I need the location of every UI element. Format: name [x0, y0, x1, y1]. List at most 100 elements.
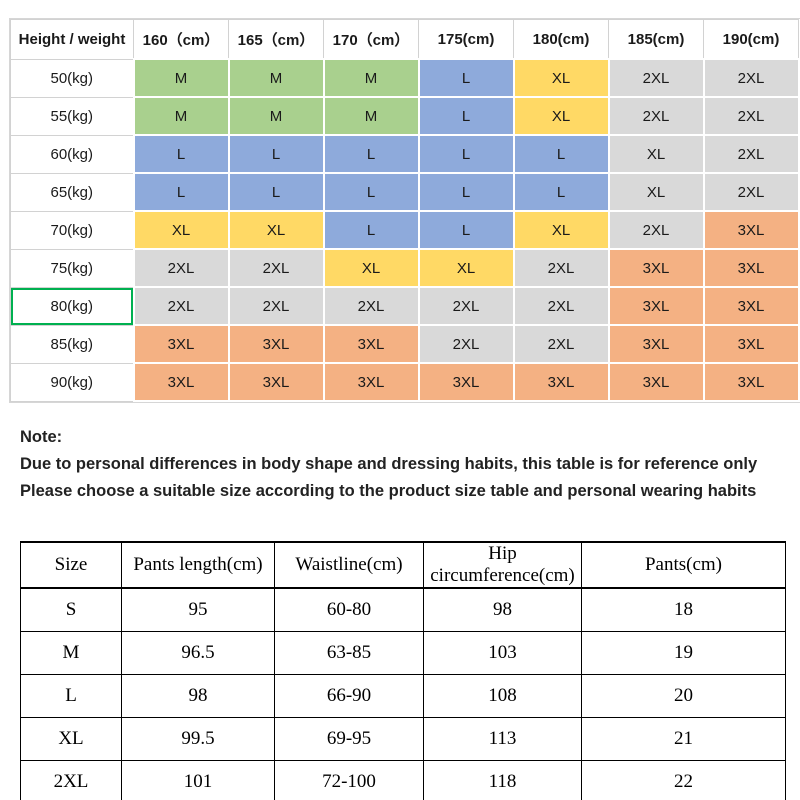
size-cell: 2XL [322, 286, 420, 326]
measurements-column-header: Pants(cm) [581, 541, 786, 589]
size-cell: L [132, 172, 230, 212]
size-cell: L [512, 172, 610, 212]
size-chart-row: 55(kg) M M M L XL 2XL 2XL [10, 96, 800, 136]
size-cell: 2XL [607, 210, 705, 250]
size-cell: 2XL [512, 286, 610, 326]
note-title: Note: [20, 428, 63, 446]
measurement-value: 113 [423, 717, 582, 761]
measurements-table: Size Pants length(cm) Waistline(cm) Hip cir… [20, 541, 786, 800]
size-chart-column-header: 175(cm) [418, 19, 514, 60]
size-chart-row: 70(kg) XL XL L L XL 2XL 3XL [10, 210, 800, 250]
size-cell: M [132, 58, 230, 98]
measurement-size-label: M [20, 631, 122, 675]
size-chart-column-header: 170（cm） [323, 19, 419, 60]
measurement-value: 103 [423, 631, 582, 675]
measurements-column-header: Pants length(cm) [121, 541, 275, 589]
size-cell: L [227, 172, 325, 212]
size-cell: M [227, 58, 325, 98]
size-cell: XL [512, 96, 610, 136]
measurement-value: 98 [423, 587, 582, 632]
size-cell: XL [322, 248, 420, 288]
note-line-1: Due to personal differences in body shap… [20, 455, 758, 473]
measurement-size-label: L [20, 674, 122, 718]
weight-row-label-highlighted: 80(kg) [10, 286, 134, 326]
measurement-size-label: 2XL [20, 760, 122, 800]
size-cell: 2XL [512, 248, 610, 288]
size-chart-table: Height / weight 160（cm） 165（cm） 170（cm） 175(… [10, 19, 800, 402]
size-chart-column-header: 180(cm) [513, 19, 609, 60]
size-cell: XL [512, 210, 610, 250]
size-cell: L [417, 134, 515, 174]
size-chart-container: Height / weight 160（cm） 165（cm） 170（cm） 175(… [9, 18, 800, 403]
size-cell: M [322, 96, 420, 136]
size-cell: 3XL [132, 362, 230, 402]
measurements-row: XL 99.5 69-95 113 21 [20, 717, 786, 761]
size-cell: 2XL [607, 58, 705, 98]
size-cell: 3XL [417, 362, 515, 402]
weight-row-label: 75(kg) [10, 248, 134, 288]
size-cell: XL [512, 58, 610, 98]
size-chart-column-header: 190(cm) [703, 19, 799, 60]
weight-row-label: 60(kg) [10, 134, 134, 174]
size-chart-column-header: 185(cm) [608, 19, 704, 60]
size-chart-corner-header: Height / weight [10, 19, 134, 60]
size-cell: 3XL [702, 248, 800, 288]
size-cell: L [322, 134, 420, 174]
measurements-row: L 98 66-90 108 20 [20, 674, 786, 718]
size-cell: L [322, 210, 420, 250]
size-cell: 3XL [702, 362, 800, 402]
size-cell: 2XL [132, 248, 230, 288]
size-cell: L [417, 210, 515, 250]
size-cell: XL [607, 172, 705, 212]
size-cell: 3XL [607, 248, 705, 288]
size-chart-row: 85(kg) 3XL 3XL 3XL 2XL 2XL 3XL 3XL [10, 324, 800, 364]
measurements-row: 2XL 101 72-100 118 22 [20, 760, 786, 800]
size-cell: XL [227, 210, 325, 250]
size-cell: L [322, 172, 420, 212]
measurement-value: 21 [581, 717, 786, 761]
size-cell: 3XL [132, 324, 230, 364]
size-cell: XL [417, 248, 515, 288]
size-cell: L [417, 96, 515, 136]
measurements-column-header: Waistline(cm) [274, 541, 424, 589]
measurement-value: 19 [581, 631, 786, 675]
size-cell: L [512, 134, 610, 174]
measurement-size-label: S [20, 587, 122, 632]
measurements-column-header: Size [20, 541, 122, 589]
size-cell: 3XL [607, 286, 705, 326]
size-cell: M [322, 58, 420, 98]
measurement-value: 60-80 [274, 587, 424, 632]
measurement-value: 63-85 [274, 631, 424, 675]
measurements-header-row: Size Pants length(cm) Waistline(cm) Hip cir… [20, 541, 786, 589]
measurement-value: 20 [581, 674, 786, 718]
size-cell: 2XL [227, 286, 325, 326]
measurements-row: S 95 60-80 98 18 [20, 587, 786, 632]
weight-row-label: 50(kg) [10, 58, 134, 98]
measurement-value: 18 [581, 587, 786, 632]
weight-row-label: 70(kg) [10, 210, 134, 250]
measurement-value: 99.5 [121, 717, 275, 761]
size-chart-row: 65(kg) L L L L L XL 2XL [10, 172, 800, 212]
size-cell: L [417, 172, 515, 212]
size-chart-body: 50(kg) M M M L XL 2XL 2XL 55(kg) M M M L XL 2XL 2XL 60(k… [10, 58, 800, 402]
measurement-value: 66-90 [274, 674, 424, 718]
size-cell: 3XL [702, 210, 800, 250]
size-cell: L [417, 58, 515, 98]
measurements-body: S 95 60-80 98 18 M 96.5 63-85 103 19 L 98 66-90 108 20… [20, 587, 786, 800]
note-line-2: Please choose a suitable size according … [20, 482, 757, 500]
size-cell: 2XL [512, 324, 610, 364]
size-cell: 3XL [322, 324, 420, 364]
size-cell: 3XL [512, 362, 610, 402]
size-cell: XL [607, 134, 705, 174]
size-chart-row: 50(kg) M M M L XL 2XL 2XL [10, 58, 800, 98]
size-cell: 2XL [702, 96, 800, 136]
size-cell: 2XL [702, 58, 800, 98]
size-cell: 2XL [702, 134, 800, 174]
measurement-value: 108 [423, 674, 582, 718]
size-cell: 3XL [227, 362, 325, 402]
size-cell: 2XL [607, 96, 705, 136]
size-cell: L [132, 134, 230, 174]
size-cell: 3XL [607, 362, 705, 402]
size-cell: 2XL [702, 172, 800, 212]
